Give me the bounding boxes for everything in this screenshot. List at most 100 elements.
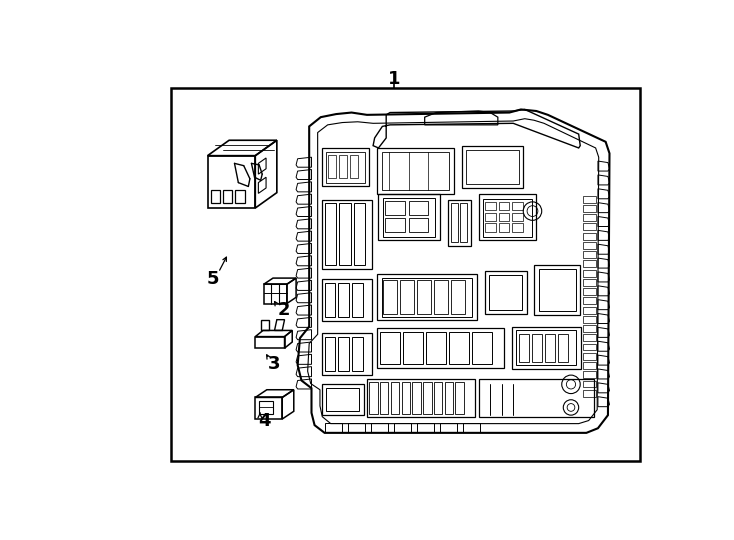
Bar <box>434 280 448 314</box>
Bar <box>583 195 597 202</box>
Bar <box>583 214 597 221</box>
Bar <box>423 382 432 414</box>
Bar <box>531 334 542 362</box>
Bar <box>350 155 357 178</box>
Bar <box>377 148 454 194</box>
Bar <box>409 218 428 232</box>
Bar <box>583 242 597 249</box>
Bar <box>382 278 473 316</box>
Bar <box>516 330 576 365</box>
Bar <box>519 334 528 362</box>
Bar <box>426 332 446 365</box>
Bar <box>498 224 509 232</box>
Bar <box>390 382 399 414</box>
Bar <box>379 194 440 240</box>
Bar <box>479 194 537 240</box>
Bar <box>211 190 220 202</box>
Bar <box>583 334 597 341</box>
Bar <box>583 325 597 332</box>
Text: 3: 3 <box>269 355 281 373</box>
Bar <box>484 213 495 221</box>
Bar <box>498 213 509 221</box>
Text: 4: 4 <box>258 411 271 429</box>
Bar <box>236 190 244 202</box>
Bar <box>321 148 369 186</box>
Bar <box>449 332 469 365</box>
Bar <box>264 284 287 303</box>
Bar <box>451 280 465 314</box>
Bar <box>583 251 597 258</box>
Bar <box>170 88 640 461</box>
Bar <box>223 190 232 202</box>
Bar <box>208 156 255 208</box>
Bar <box>352 336 363 372</box>
Bar <box>326 388 359 411</box>
Bar <box>417 423 434 432</box>
Bar <box>539 269 575 311</box>
Bar <box>534 265 580 315</box>
Bar <box>583 205 597 212</box>
Bar <box>326 152 365 183</box>
Bar <box>321 384 364 415</box>
Text: 2: 2 <box>277 301 290 319</box>
Bar <box>484 224 495 232</box>
Bar <box>512 202 523 211</box>
Bar <box>583 343 597 350</box>
Bar <box>385 218 404 232</box>
Bar <box>324 204 336 265</box>
Bar <box>413 382 421 414</box>
Bar <box>460 204 467 242</box>
Bar <box>354 204 366 265</box>
Bar <box>321 279 371 321</box>
Bar <box>380 332 400 365</box>
Bar <box>383 198 435 237</box>
Bar <box>583 372 597 378</box>
Bar <box>558 334 568 362</box>
Bar <box>403 332 423 365</box>
Bar <box>498 202 509 211</box>
Bar <box>338 283 349 318</box>
Bar <box>377 274 477 320</box>
Bar <box>456 382 464 414</box>
Bar <box>473 332 493 365</box>
Bar <box>479 379 594 417</box>
Bar <box>440 423 457 432</box>
Bar <box>448 200 471 246</box>
Bar <box>324 423 341 432</box>
Bar <box>377 328 504 368</box>
Bar <box>483 199 531 237</box>
Bar <box>545 334 555 362</box>
Bar <box>583 224 597 231</box>
Bar <box>451 204 458 242</box>
Bar <box>409 201 428 215</box>
Bar <box>324 283 335 318</box>
Bar <box>583 362 597 369</box>
Bar <box>583 233 597 240</box>
Bar <box>259 401 273 414</box>
Bar <box>380 382 388 414</box>
Bar <box>321 333 371 375</box>
Bar <box>583 316 597 323</box>
Bar <box>321 200 371 269</box>
Bar <box>583 353 597 360</box>
Bar <box>462 146 523 188</box>
Bar <box>338 336 349 372</box>
Bar <box>463 423 480 432</box>
Bar <box>385 201 404 215</box>
Text: 1: 1 <box>388 70 400 87</box>
Bar <box>583 381 597 387</box>
Bar <box>394 423 411 432</box>
Bar <box>401 382 410 414</box>
Bar <box>583 260 597 267</box>
Bar <box>583 298 597 304</box>
Bar <box>484 202 495 211</box>
Bar <box>371 423 388 432</box>
Bar <box>583 279 597 286</box>
Bar <box>367 379 475 417</box>
Bar <box>339 155 347 178</box>
Bar <box>445 382 453 414</box>
Bar <box>400 280 414 314</box>
Bar <box>348 423 365 432</box>
Bar <box>583 269 597 276</box>
Bar <box>512 213 523 221</box>
